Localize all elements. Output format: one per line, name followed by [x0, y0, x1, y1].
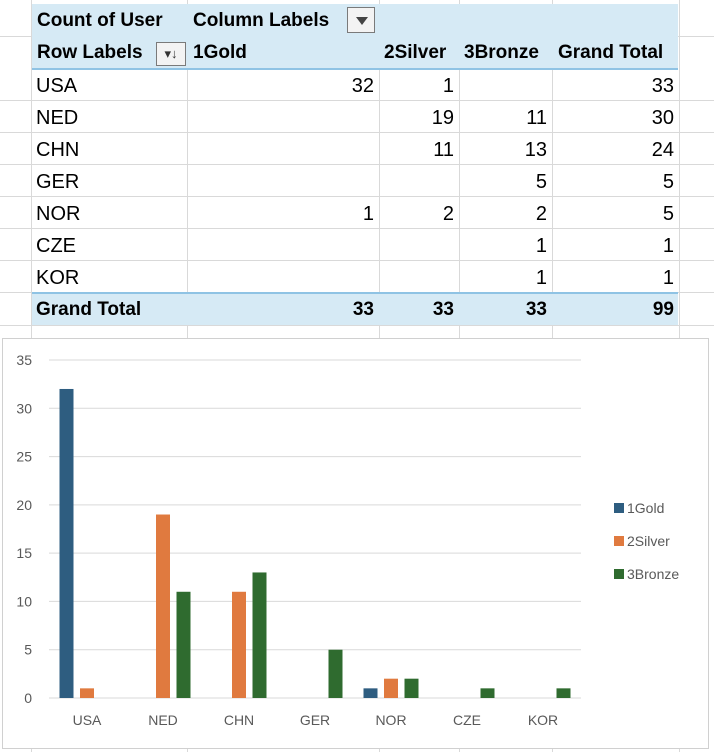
bronze-cell[interactable]: 1 — [535, 267, 547, 289]
x-tick-label: KOR — [528, 712, 558, 728]
bronze-cell[interactable]: 11 — [526, 107, 547, 129]
gold-cell[interactable]: 32 — [351, 75, 374, 97]
chevron-down-icon — [356, 17, 368, 25]
legend-entry: 2Silver — [627, 533, 670, 549]
x-tick-label: CHN — [224, 712, 254, 728]
row-divider — [0, 228, 714, 229]
y-tick-label: 25 — [16, 449, 32, 465]
grand-total-cell[interactable]: 99 — [652, 299, 674, 320]
bar-3bronze — [556, 688, 571, 698]
row-total-cell[interactable]: 1 — [662, 235, 674, 257]
silver-cell[interactable] — [380, 262, 454, 294]
bronze-cell[interactable]: 5 — [535, 171, 547, 193]
bar-2silver — [384, 678, 398, 698]
y-tick-label: 0 — [24, 690, 32, 706]
silver-cell[interactable]: 11 — [433, 139, 454, 161]
bar-1gold — [59, 388, 74, 698]
legend-swatch — [614, 536, 624, 546]
row-label-cell[interactable]: GER — [36, 171, 80, 193]
legend-entry: 3Bronze — [627, 566, 679, 582]
y-tick-label: 5 — [24, 642, 32, 658]
y-tick-label: 10 — [16, 593, 32, 609]
gold-cell[interactable] — [190, 166, 374, 198]
bar-3bronze — [176, 591, 191, 698]
gold-cell[interactable] — [190, 102, 374, 134]
bronze-cell[interactable] — [460, 70, 547, 102]
column-header-grand-total[interactable]: Grand Total — [558, 42, 664, 63]
row-total-cell[interactable]: 1 — [662, 267, 674, 289]
bar-2silver — [80, 688, 94, 698]
legend-entry: 1Gold — [627, 500, 664, 516]
row-label-cell[interactable]: USA — [36, 75, 78, 97]
total-rule — [32, 292, 678, 294]
column-header-silver[interactable]: 2Silver — [384, 42, 447, 63]
x-tick-label: NED — [148, 712, 178, 728]
silver-cell[interactable]: 19 — [431, 107, 454, 129]
pivot-total-band — [32, 293, 678, 325]
row-label-cell[interactable]: NED — [36, 107, 79, 129]
bar-3bronze — [328, 649, 343, 698]
row-total-cell[interactable]: 33 — [651, 75, 674, 97]
bar-2silver — [232, 591, 246, 698]
row-total-cell[interactable]: 30 — [651, 107, 674, 129]
row-divider — [0, 100, 714, 101]
bar-3bronze — [404, 678, 419, 698]
row-divider — [0, 132, 714, 133]
silver-cell[interactable] — [380, 166, 454, 198]
x-tick-label: GER — [300, 712, 330, 728]
gold-cell[interactable] — [190, 262, 374, 294]
silver-total-cell[interactable]: 33 — [432, 299, 454, 320]
row-label-cell[interactable]: NOR — [36, 203, 81, 225]
gold-total-cell[interactable]: 33 — [352, 299, 374, 320]
row-divider — [0, 196, 714, 197]
bar-3bronze — [480, 688, 495, 698]
row-labels-header[interactable]: Row Labels — [37, 42, 143, 63]
bronze-cell[interactable]: 1 — [535, 235, 547, 257]
x-tick-label: NOR — [375, 712, 406, 728]
legend-swatch — [614, 569, 624, 579]
legend-swatch — [614, 503, 624, 513]
row-total-cell[interactable]: 24 — [651, 139, 674, 161]
x-tick-label: USA — [73, 712, 102, 728]
gold-cell[interactable] — [190, 134, 374, 166]
silver-cell[interactable]: 1 — [442, 75, 454, 97]
y-tick-label: 20 — [16, 497, 32, 513]
bar-2silver — [156, 514, 170, 698]
y-tick-label: 15 — [16, 545, 32, 561]
row-divider — [0, 164, 714, 165]
row-divider — [0, 325, 714, 326]
silver-cell[interactable] — [380, 230, 454, 262]
y-tick-label: 30 — [16, 400, 32, 416]
row-divider — [0, 260, 714, 261]
bar-3bronze — [252, 572, 267, 698]
bronze-cell[interactable]: 13 — [524, 139, 547, 161]
row-total-cell[interactable]: 5 — [662, 171, 674, 193]
row-label-cell[interactable]: CZE — [36, 235, 76, 257]
row-total-cell[interactable]: 5 — [662, 203, 674, 225]
column-labels-header[interactable]: Column Labels — [193, 10, 330, 31]
bronze-cell[interactable]: 2 — [535, 203, 547, 225]
y-tick-label: 35 — [16, 352, 32, 368]
x-tick-label: CZE — [453, 712, 481, 728]
gold-cell[interactable]: 1 — [362, 203, 374, 225]
bronze-total-cell[interactable]: 33 — [525, 299, 547, 320]
column-header-bronze[interactable]: 3Bronze — [464, 42, 539, 63]
row-label-cell[interactable]: CHN — [36, 139, 80, 161]
header-rule — [32, 68, 678, 70]
column-header-gold[interactable]: 1Gold — [193, 42, 247, 63]
grand-total-label[interactable]: Grand Total — [36, 299, 142, 320]
bar-1gold — [363, 688, 378, 698]
pivot-chart[interactable]: 0 5 10 15 20 25 30 35 USA NED CHN GER NOR CZE KOR 1Gold… — [2, 338, 709, 749]
count-of-user-label[interactable]: Count of User — [37, 10, 163, 31]
row-label-cell[interactable]: KOR — [36, 267, 80, 289]
chart-canvas: 0 5 10 15 20 25 30 35 USA NED CHN GER NOR CZE KOR 1Gold… — [16, 352, 679, 728]
silver-cell[interactable]: 2 — [442, 203, 454, 225]
column-filter-dropdown[interactable] — [347, 7, 375, 33]
row-filter-sort-button[interactable]: ▾↓ — [156, 42, 186, 66]
gold-cell[interactable] — [190, 230, 374, 262]
